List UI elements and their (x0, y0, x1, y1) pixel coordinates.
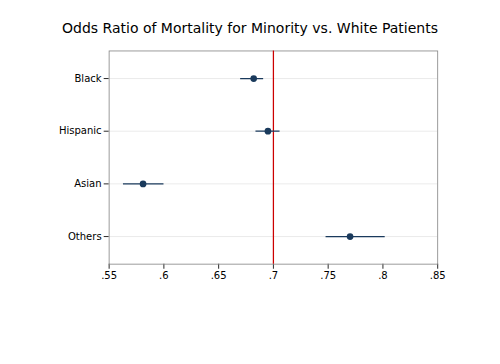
svg-text:.8: .8 (378, 270, 388, 281)
svg-text:Others: Others (68, 231, 102, 242)
svg-text:Asian: Asian (74, 178, 101, 189)
svg-text:Hispanic: Hispanic (59, 125, 102, 136)
svg-text:.6: .6 (159, 270, 169, 281)
svg-text:.7: .7 (269, 270, 279, 281)
svg-text:Black: Black (74, 73, 101, 84)
html-text:Odds Ratio of Mortality for Mi: Odds Ratio of Mortality for Minority vs.… (62, 20, 438, 36)
svg-text:.65: .65 (211, 270, 227, 281)
svg-text:.85: .85 (430, 270, 446, 281)
svg-text:.75: .75 (320, 270, 336, 281)
svg-text:.55: .55 (101, 270, 117, 281)
